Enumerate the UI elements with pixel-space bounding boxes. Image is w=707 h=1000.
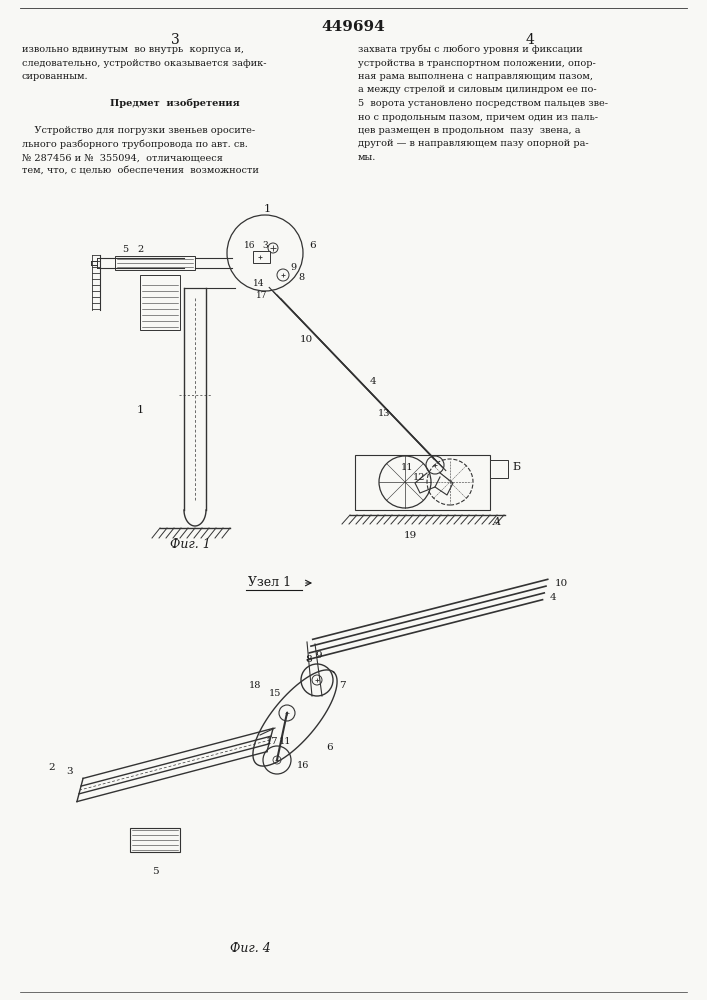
Text: льного разборного трубопровода по авт. св.: льного разборного трубопровода по авт. с… bbox=[22, 139, 248, 149]
Bar bbox=[253, 251, 270, 263]
Text: Фиг. 1: Фиг. 1 bbox=[170, 538, 211, 552]
Text: A: A bbox=[493, 517, 501, 527]
Text: сированным.: сированным. bbox=[22, 72, 88, 81]
Text: захвата трубы с любого уровня и фиксации: захвата трубы с любого уровня и фиксации bbox=[358, 45, 583, 54]
Text: 6: 6 bbox=[327, 744, 333, 752]
Text: цев размещен в продольном  пазу  звена, а: цев размещен в продольном пазу звена, а bbox=[358, 126, 580, 135]
Text: 17: 17 bbox=[256, 290, 268, 300]
Text: 4: 4 bbox=[550, 593, 556, 602]
Text: 14: 14 bbox=[253, 278, 264, 288]
Text: 9: 9 bbox=[290, 262, 296, 271]
Text: другой — в направляющем пазу опорной ра-: другой — в направляющем пазу опорной ра- bbox=[358, 139, 589, 148]
Text: тем, что, с целью  обеспечения  возможности: тем, что, с целью обеспечения возможност… bbox=[22, 166, 259, 176]
Text: Узел 1: Узел 1 bbox=[248, 576, 291, 589]
Text: 5  ворота установлено посредством пальцев зве-: 5 ворота установлено посредством пальцев… bbox=[358, 99, 608, 108]
Text: 3: 3 bbox=[262, 240, 268, 249]
Text: Б: Б bbox=[512, 462, 520, 472]
Text: 5: 5 bbox=[122, 245, 128, 254]
Text: 3: 3 bbox=[170, 33, 180, 47]
Bar bbox=[140, 275, 180, 330]
Text: 19: 19 bbox=[404, 530, 416, 540]
Text: 16: 16 bbox=[297, 760, 310, 770]
Bar bbox=[490, 460, 508, 478]
Text: 7: 7 bbox=[339, 680, 346, 690]
Text: 2: 2 bbox=[137, 245, 143, 254]
Text: № 287456 и №  355094,  отличающееся: № 287456 и № 355094, отличающееся bbox=[22, 153, 223, 162]
Text: 16: 16 bbox=[244, 240, 256, 249]
Text: 1: 1 bbox=[264, 204, 271, 214]
Text: а между стрелой и силовым цилиндром ее по-: а между стрелой и силовым цилиндром ее п… bbox=[358, 86, 597, 95]
Text: 9: 9 bbox=[316, 652, 322, 660]
Text: следовательно, устройство оказывается зафик-: следовательно, устройство оказывается за… bbox=[22, 58, 267, 68]
Text: 10: 10 bbox=[555, 580, 568, 588]
Text: 1: 1 bbox=[136, 405, 144, 415]
Text: 4: 4 bbox=[369, 376, 376, 385]
Text: 12: 12 bbox=[412, 473, 425, 482]
Text: но с продольным пазом, причем один из паль-: но с продольным пазом, причем один из па… bbox=[358, 112, 598, 121]
Text: 10: 10 bbox=[300, 335, 313, 344]
Text: 449694: 449694 bbox=[321, 20, 385, 34]
Text: 3: 3 bbox=[66, 768, 74, 776]
Text: мы.: мы. bbox=[358, 153, 376, 162]
Text: 17: 17 bbox=[266, 736, 279, 746]
Text: 18: 18 bbox=[249, 682, 261, 690]
Text: 15: 15 bbox=[269, 688, 281, 698]
Text: 8: 8 bbox=[298, 273, 304, 282]
Bar bbox=[115, 256, 195, 270]
Text: Предмет  изобретения: Предмет изобретения bbox=[110, 99, 240, 108]
Text: устройства в транспортном положении, опор-: устройства в транспортном положении, опо… bbox=[358, 58, 596, 68]
Text: 11: 11 bbox=[400, 462, 413, 472]
Text: Устройство для погрузки звеньев оросите-: Устройство для погрузки звеньев оросите- bbox=[22, 126, 255, 135]
Text: 13: 13 bbox=[378, 410, 390, 418]
Text: 4: 4 bbox=[525, 33, 534, 47]
Bar bbox=[130, 828, 180, 852]
Text: ная рама выполнена с направляющим пазом,: ная рама выполнена с направляющим пазом, bbox=[358, 72, 593, 81]
Text: 6: 6 bbox=[309, 240, 315, 249]
Text: 8: 8 bbox=[305, 654, 312, 664]
Text: извольно вдвинутым  во внутрь  корпуса и,: извольно вдвинутым во внутрь корпуса и, bbox=[22, 45, 244, 54]
Text: Фиг. 4: Фиг. 4 bbox=[230, 942, 270, 954]
Text: 11: 11 bbox=[279, 738, 291, 746]
Bar bbox=[355, 455, 490, 510]
Text: 5: 5 bbox=[152, 867, 158, 876]
Text: 2: 2 bbox=[49, 764, 55, 772]
